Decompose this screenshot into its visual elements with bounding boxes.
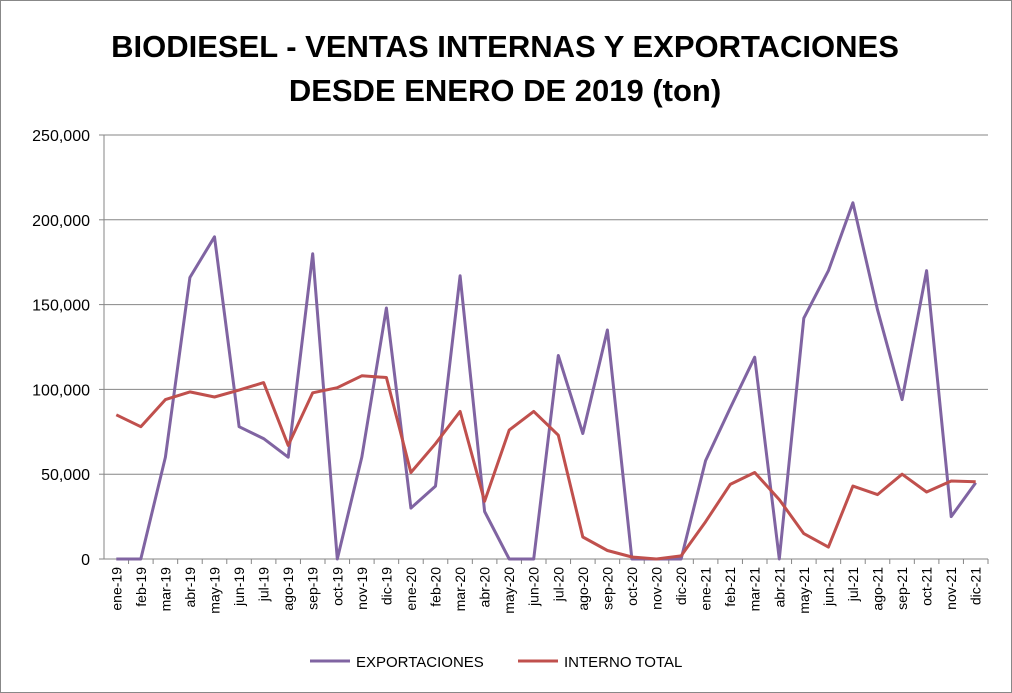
y-tick-label: 50,000 xyxy=(41,467,90,484)
x-tick-label: nov-19 xyxy=(354,567,370,610)
x-tick-label: jul-19 xyxy=(256,567,272,602)
x-tick-label: nov-20 xyxy=(649,567,665,610)
x-tick-label: mar-21 xyxy=(747,567,763,612)
x-tick-label: oct-21 xyxy=(919,567,935,606)
x-tick-label: jul-21 xyxy=(845,567,861,602)
x-tick-label: abr-19 xyxy=(182,567,198,608)
x-tick-label: ago-21 xyxy=(870,567,886,611)
x-tick-label: feb-19 xyxy=(133,567,149,607)
x-tick-label: sep-20 xyxy=(599,567,615,610)
x-tick-label: ene-20 xyxy=(403,567,419,611)
y-tick-label: 150,000 xyxy=(32,298,90,315)
x-tick-label: mar-20 xyxy=(452,567,468,612)
x-tick-label: ene-19 xyxy=(108,567,124,611)
x-tick-label: may-20 xyxy=(501,567,517,614)
y-tick-label: 250,000 xyxy=(32,128,90,145)
x-tick-label: abr-20 xyxy=(477,567,493,608)
x-tick-label: ene-21 xyxy=(698,567,714,611)
x-tick-label: ago-19 xyxy=(280,567,296,611)
x-tick-label: dic-19 xyxy=(378,567,394,605)
x-tick-label: dic-21 xyxy=(968,567,984,605)
x-tick-label: oct-20 xyxy=(624,567,640,606)
x-tick-label: nov-21 xyxy=(943,567,959,610)
x-tick-label: jun-20 xyxy=(526,567,542,607)
series-line-interno-total xyxy=(115,374,976,561)
y-tick-label: 0 xyxy=(81,552,90,569)
legend-label: INTERNO TOTAL xyxy=(564,654,682,671)
x-tick-label: may-19 xyxy=(207,567,223,614)
x-tick-label: sep-21 xyxy=(894,567,910,610)
x-tick-label: feb-21 xyxy=(722,567,738,607)
y-tick-label: 200,000 xyxy=(32,213,90,230)
x-tick-label: dic-20 xyxy=(673,567,689,605)
y-tick-label: 100,000 xyxy=(32,382,90,399)
x-tick-label: sep-19 xyxy=(305,567,321,610)
x-tick-label: oct-19 xyxy=(329,567,345,606)
x-tick-label: jul-20 xyxy=(550,567,566,602)
x-tick-label: may-21 xyxy=(796,567,812,614)
x-tick-label: feb-20 xyxy=(428,567,444,607)
series-line-exportaciones xyxy=(116,201,977,561)
x-tick-label: mar-19 xyxy=(157,567,173,612)
chart-title-line-2: DESDE ENERO DE 2019 (ton) xyxy=(289,73,721,108)
chart-title-line-1: BIODIESEL - VENTAS INTERNAS Y EXPORTACIO… xyxy=(111,29,899,64)
x-tick-label: abr-21 xyxy=(771,567,787,608)
x-tick-label: jun-21 xyxy=(820,567,836,607)
x-tick-label: jun-19 xyxy=(231,567,247,607)
x-tick-label: ago-20 xyxy=(575,567,591,611)
legend-label: EXPORTACIONES xyxy=(356,654,484,671)
